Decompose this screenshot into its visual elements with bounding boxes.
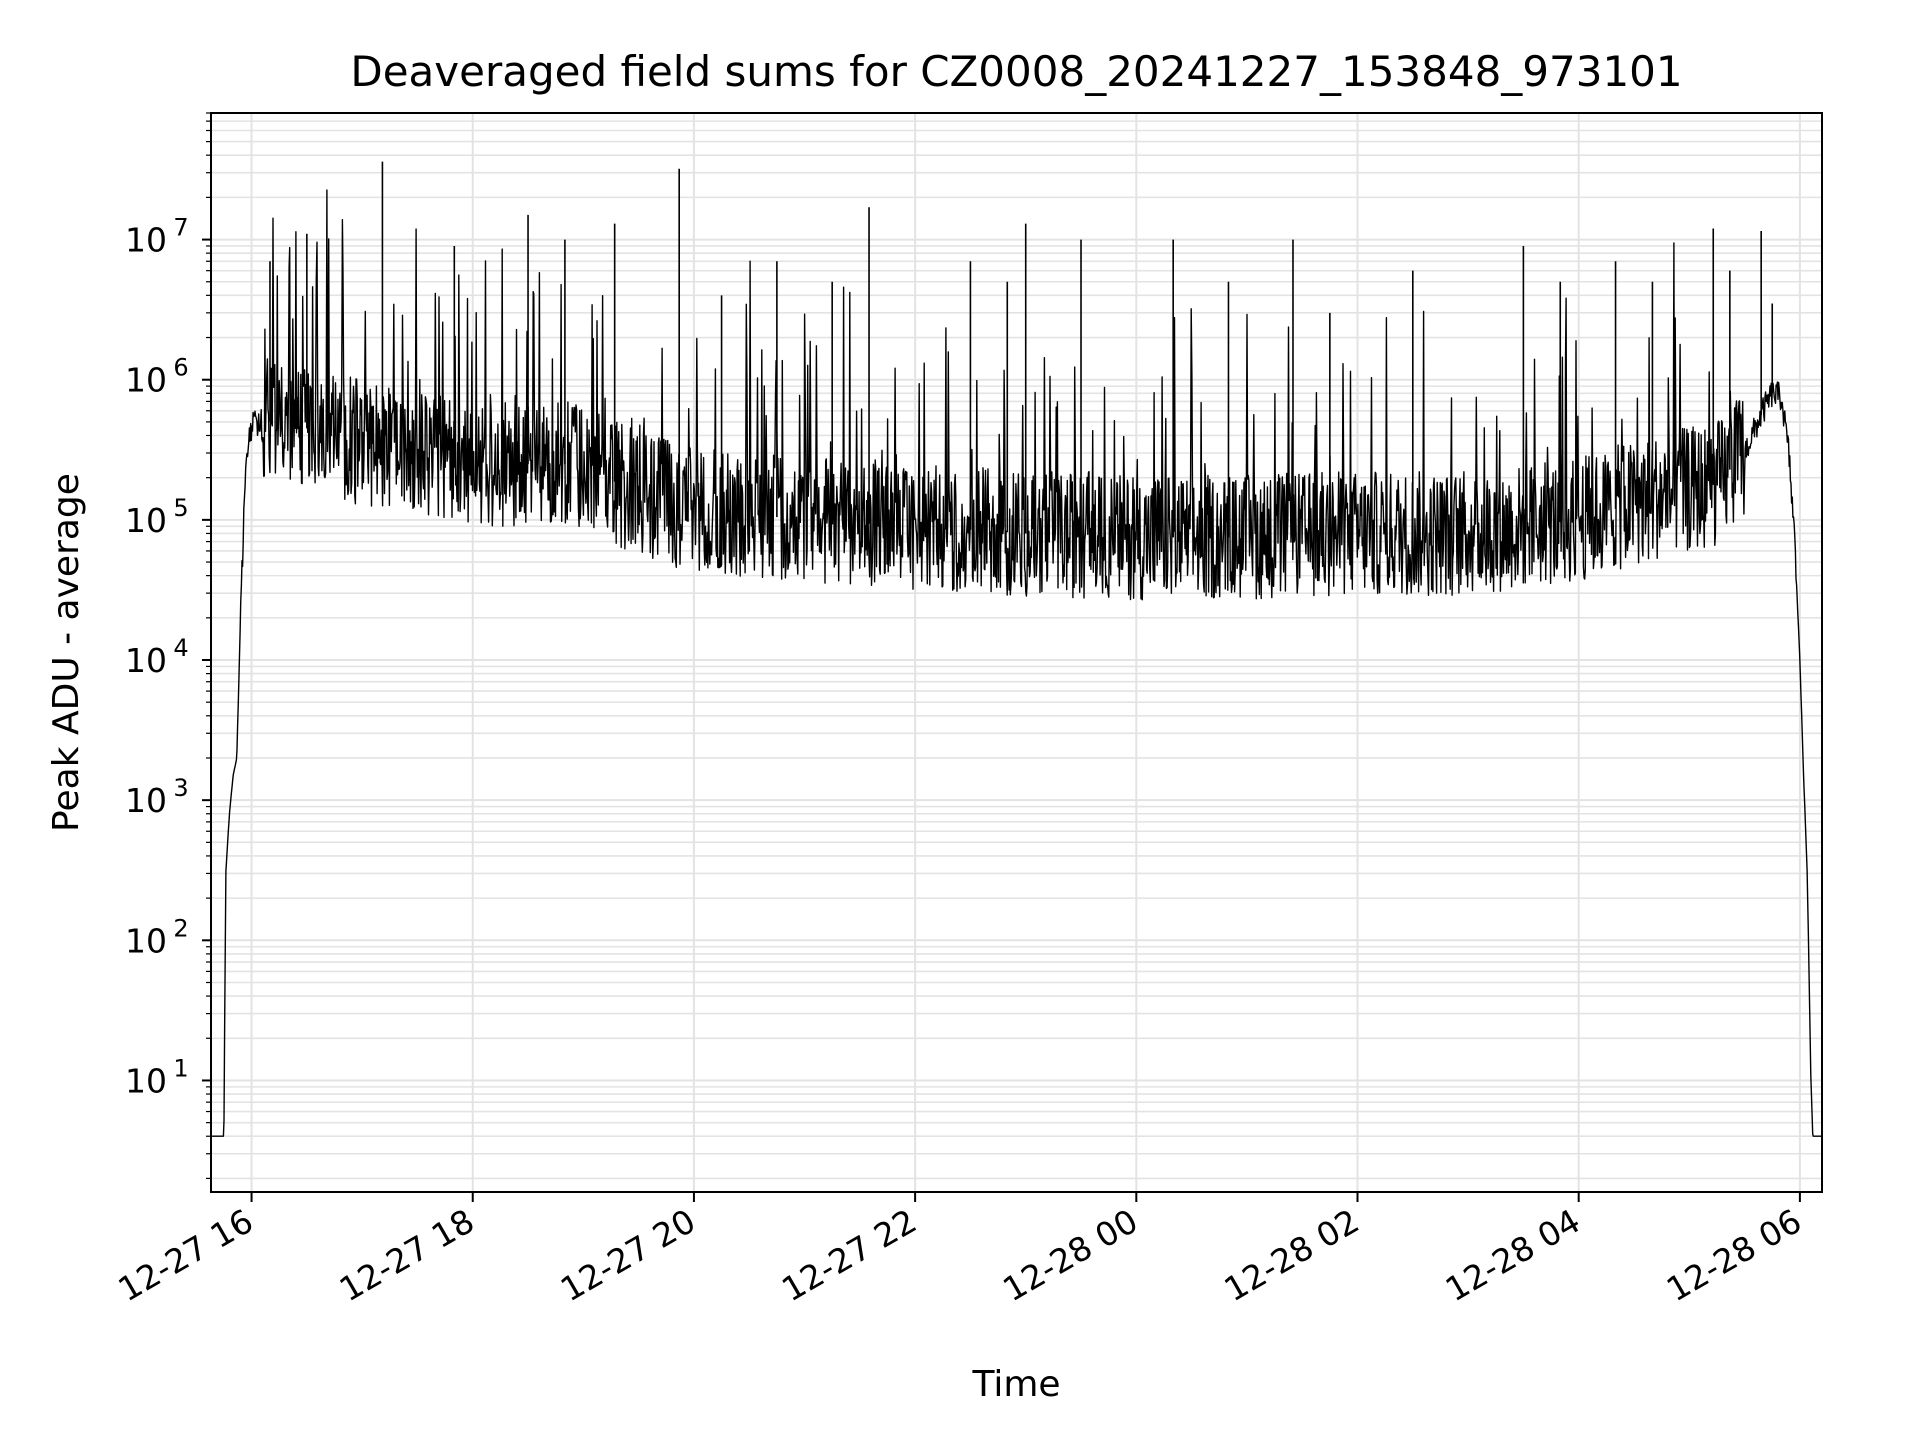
y-tick-label: 10 [125, 921, 167, 960]
x-tick-label: 12-27 18 [333, 1201, 481, 1309]
y-tick-base: 10 [125, 1061, 167, 1100]
y-tick-exponent: 5 [173, 494, 188, 522]
y-tick-exponent: 4 [173, 634, 188, 662]
y-tick-exponent: 6 [173, 354, 188, 382]
y-tick-base: 10 [125, 921, 167, 960]
series-line [210, 189, 1823, 1137]
x-tick-label: 12-28 04 [1439, 1201, 1587, 1309]
y-tick-base: 10 [125, 641, 167, 680]
x-tick-label: 12-27 22 [775, 1201, 923, 1309]
y-tick-label: 10 [125, 641, 167, 680]
y-tick-label: 10 [125, 501, 167, 540]
y-tick-label: 10 [125, 221, 167, 260]
x-tick-label: 12-28 02 [1218, 1201, 1366, 1309]
y-tick-base: 10 [125, 221, 167, 260]
y-tick-label: 10 [125, 361, 167, 400]
y-tick-exponent: 7 [173, 214, 188, 242]
tick-layer: 12-27 16 12-27 18 12-27 20 12-27 22 12-28 00… [112, 112, 1808, 1309]
x-tick-label: 12-27 16 [112, 1201, 260, 1309]
y-tick-base: 10 [125, 781, 167, 820]
y-axis-label: Peak ADU - average [46, 473, 87, 832]
plot-frame [210, 112, 1823, 1193]
data-layer [210, 161, 1823, 1137]
x-tick-label: 12-27 20 [554, 1201, 702, 1309]
y-tick-exponent: 1 [173, 1054, 188, 1082]
x-tick-label: 12-28 06 [1660, 1201, 1808, 1309]
grid-layer [211, 112, 1822, 1192]
y-tick-label: 10 [125, 1061, 167, 1100]
y-tick-base: 10 [125, 361, 167, 400]
y-tick-exponent: 2 [173, 914, 188, 942]
x-tick-label: 12-28 00 [996, 1201, 1144, 1309]
y-tick-base: 10 [125, 501, 167, 540]
y-tick-exponent: 3 [173, 774, 188, 802]
chart-title: Deaveraged field sums for CZ0008_2024122… [350, 47, 1682, 96]
y-tick-label: 10 [125, 781, 167, 820]
x-axis-label: Time [971, 1364, 1060, 1405]
